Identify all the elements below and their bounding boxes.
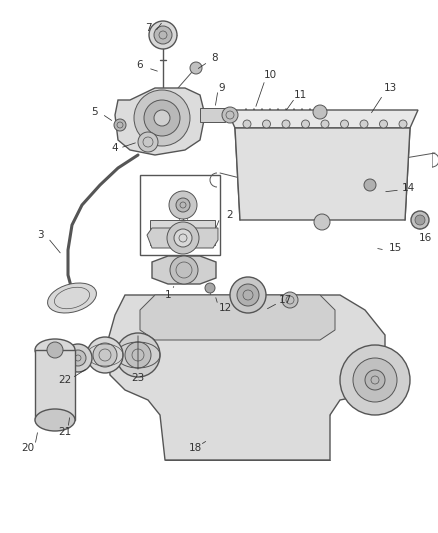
Circle shape xyxy=(314,214,330,230)
Text: 2: 2 xyxy=(227,210,233,220)
Ellipse shape xyxy=(35,339,75,361)
Circle shape xyxy=(169,191,197,219)
Text: 15: 15 xyxy=(389,243,402,253)
Text: 11: 11 xyxy=(293,90,307,100)
Circle shape xyxy=(313,105,327,119)
Text: 8: 8 xyxy=(212,53,218,63)
Circle shape xyxy=(243,120,251,128)
Circle shape xyxy=(321,120,329,128)
Circle shape xyxy=(167,222,199,254)
Text: 22: 22 xyxy=(58,375,72,385)
Text: 4: 4 xyxy=(112,143,118,153)
Circle shape xyxy=(149,21,177,49)
Circle shape xyxy=(282,120,290,128)
Text: 12: 12 xyxy=(219,303,232,313)
Circle shape xyxy=(64,344,92,372)
Text: 5: 5 xyxy=(92,107,98,117)
Polygon shape xyxy=(108,295,385,460)
Circle shape xyxy=(134,90,190,146)
Circle shape xyxy=(301,120,310,128)
Polygon shape xyxy=(140,295,335,340)
Text: 1: 1 xyxy=(165,290,171,300)
Circle shape xyxy=(138,132,158,152)
Circle shape xyxy=(340,120,349,128)
Polygon shape xyxy=(147,228,218,248)
Bar xyxy=(35,350,75,420)
Text: 18: 18 xyxy=(188,443,201,453)
Text: 23: 23 xyxy=(131,373,145,383)
Circle shape xyxy=(340,345,410,415)
Bar xyxy=(140,175,220,255)
Text: 21: 21 xyxy=(58,427,72,437)
Text: 17: 17 xyxy=(279,295,292,305)
Circle shape xyxy=(87,337,123,373)
Circle shape xyxy=(353,358,397,402)
Bar xyxy=(200,108,225,122)
Circle shape xyxy=(365,370,385,390)
Circle shape xyxy=(176,198,190,212)
Text: 13: 13 xyxy=(383,83,397,93)
Circle shape xyxy=(170,256,198,284)
Circle shape xyxy=(411,211,429,229)
Circle shape xyxy=(114,119,126,131)
Circle shape xyxy=(154,110,170,126)
Ellipse shape xyxy=(35,409,75,431)
Polygon shape xyxy=(150,220,215,245)
Polygon shape xyxy=(152,256,216,284)
Circle shape xyxy=(174,229,192,247)
Polygon shape xyxy=(115,88,205,155)
Text: 20: 20 xyxy=(21,443,35,453)
Circle shape xyxy=(205,283,215,293)
Circle shape xyxy=(222,107,238,123)
Circle shape xyxy=(379,120,388,128)
Circle shape xyxy=(282,292,298,308)
Circle shape xyxy=(47,342,63,358)
Circle shape xyxy=(237,284,259,306)
Ellipse shape xyxy=(48,283,96,313)
Text: 10: 10 xyxy=(263,70,276,80)
Polygon shape xyxy=(235,128,410,220)
Text: 9: 9 xyxy=(219,83,225,93)
Circle shape xyxy=(230,277,266,313)
Text: 6: 6 xyxy=(137,60,143,70)
Text: 7: 7 xyxy=(145,23,151,33)
Circle shape xyxy=(360,120,368,128)
Circle shape xyxy=(364,179,376,191)
Circle shape xyxy=(144,100,180,136)
Text: 3: 3 xyxy=(37,230,43,240)
Text: 16: 16 xyxy=(418,233,431,243)
Circle shape xyxy=(125,342,151,368)
Circle shape xyxy=(399,120,407,128)
Circle shape xyxy=(70,350,86,366)
Polygon shape xyxy=(227,110,418,128)
Circle shape xyxy=(415,215,425,225)
Circle shape xyxy=(190,62,202,74)
Circle shape xyxy=(262,120,271,128)
Circle shape xyxy=(116,333,160,377)
Circle shape xyxy=(154,26,172,44)
Circle shape xyxy=(93,343,117,367)
Text: 14: 14 xyxy=(401,183,415,193)
